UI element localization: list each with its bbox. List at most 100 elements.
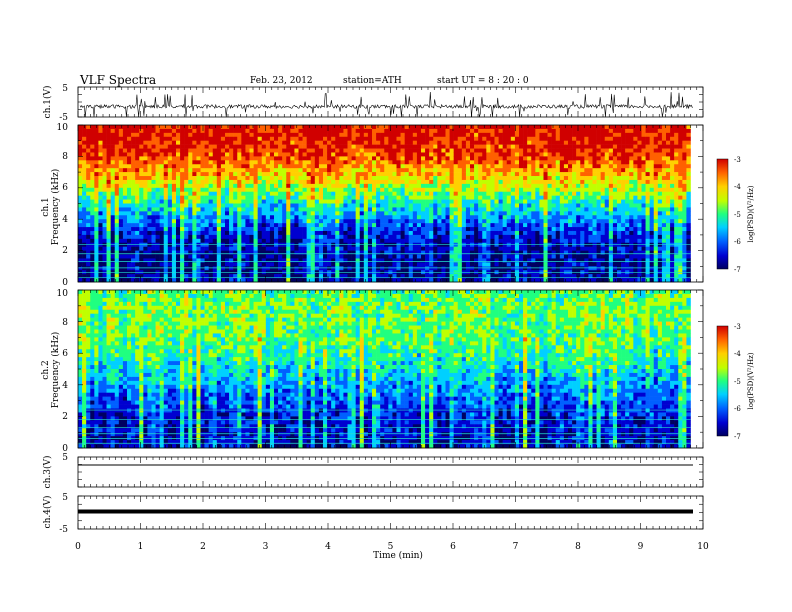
spectrogram-cell <box>457 128 463 134</box>
spectrogram-cell <box>147 125 152 130</box>
spectrogram-cell <box>176 160 181 165</box>
spectrogram-cell <box>331 207 336 212</box>
spectrogram-cell <box>535 191 540 196</box>
spectrogram-cell <box>486 168 491 173</box>
spectrogram-cell <box>225 203 230 208</box>
spectrogram-cell <box>347 125 352 130</box>
spectrogram-cell <box>176 254 181 259</box>
spectrogram-cell <box>159 199 165 204</box>
spectrogram-cell <box>180 191 185 196</box>
spectrogram-cell <box>572 242 577 247</box>
spectrogram-cell <box>208 203 214 208</box>
spectrogram-cell <box>380 128 385 134</box>
spectrogram-cell <box>323 176 328 181</box>
spectrogram-cell <box>392 227 397 232</box>
spectrogram-cell <box>359 136 365 141</box>
spectrogram-cell <box>429 160 434 165</box>
spectrogram-cell <box>163 223 169 228</box>
spectrogram-cell <box>551 203 557 208</box>
spectrogram-cell <box>188 199 193 204</box>
spectrogram-cell <box>102 219 107 224</box>
spectrogram-cell <box>363 164 369 169</box>
spectrogram-cell <box>212 254 218 259</box>
spectrogram-cell <box>372 203 377 208</box>
spectrogram-cell <box>416 207 422 212</box>
spectrogram-cell <box>343 227 348 232</box>
spectrogram-cell <box>343 128 348 134</box>
spectrogram-cell <box>392 125 397 130</box>
spectrogram-cell <box>359 195 365 200</box>
spectrogram-cell <box>216 238 222 244</box>
spectrogram-cell <box>220 156 226 161</box>
spectrogram-cell <box>363 262 369 267</box>
spectrogram-cell <box>470 152 475 157</box>
spectrogram-cell <box>547 262 552 267</box>
spectrogram-cell <box>114 140 120 145</box>
spectrogram-cell <box>265 176 271 181</box>
spectrogram-cell <box>576 183 581 189</box>
spectrogram-cell <box>478 125 483 130</box>
spectrogram-cell <box>147 191 152 196</box>
spectrogram-cell <box>233 238 238 244</box>
spectrogram-cell <box>122 274 128 279</box>
spectrogram-cell <box>298 132 303 138</box>
spectrogram-cell <box>376 203 381 208</box>
spectrogram-cell <box>290 172 295 177</box>
spectrogram-cell <box>176 172 181 177</box>
spectrogram-cell <box>257 164 263 169</box>
spectrogram-cell <box>539 168 544 173</box>
spectrogram-cell <box>110 207 116 212</box>
spectrogram-cell <box>449 234 454 240</box>
spectrogram-cell <box>155 230 160 236</box>
spectrogram-cell <box>302 262 307 267</box>
spectrogram-cell <box>470 148 475 153</box>
spectrogram-cell <box>555 176 561 181</box>
spectrogram-cell <box>118 125 124 130</box>
spectrogram-cell <box>343 230 348 236</box>
spectrogram-cell <box>335 148 340 153</box>
spectrogram-cell <box>576 242 581 247</box>
spectrogram-cell <box>184 219 189 224</box>
spectrogram-cell <box>237 234 242 240</box>
spectrogram-cell <box>372 128 377 134</box>
spectrogram-cell <box>90 148 95 153</box>
spectrogram-cell <box>343 136 348 141</box>
spectrogram-cell <box>482 203 487 208</box>
spectrogram-cell <box>298 262 303 267</box>
spectrogram-cell <box>482 128 487 134</box>
spectrogram-cell <box>167 250 173 255</box>
spectrogram-cell <box>188 250 193 255</box>
spectrogram-cell <box>302 246 307 251</box>
spectrogram-cell <box>331 148 336 153</box>
spectrogram-cell <box>78 132 83 138</box>
spectrogram-cell <box>131 148 136 153</box>
spectrogram-cell <box>253 132 258 138</box>
spectrogram-cell <box>163 219 169 224</box>
spectrogram-cell <box>159 219 165 224</box>
spectrogram-cell <box>180 219 185 224</box>
spectrogram-cell <box>380 203 385 208</box>
spectrogram-cell <box>437 266 442 271</box>
spectrogram-cell <box>335 136 340 141</box>
spectrogram-cell <box>114 223 120 228</box>
spectrogram-cell <box>498 179 503 185</box>
spectrogram-cell <box>421 172 426 177</box>
spectrogram-cell <box>355 215 361 220</box>
spectrogram-cell <box>543 230 548 236</box>
spectrogram-cell <box>269 215 275 220</box>
spectrogram-cell <box>294 191 299 196</box>
spectrogram-cell <box>339 227 344 232</box>
spectrogram-cell <box>294 262 299 267</box>
spectrogram-cell <box>416 230 422 236</box>
spectrogram-cell <box>576 179 581 185</box>
spectrogram-cell <box>453 144 459 149</box>
spectrogram-cell <box>400 132 405 138</box>
spectrogram-cell <box>425 246 430 251</box>
spectrogram-cell <box>318 219 324 224</box>
spectrogram-cell <box>527 164 532 169</box>
spectrogram-cell <box>241 148 246 153</box>
spectrogram-cell <box>196 172 201 177</box>
spectrogram-cell <box>302 132 307 138</box>
spectrogram-cell <box>543 250 548 255</box>
spectrogram-cell <box>127 238 132 244</box>
